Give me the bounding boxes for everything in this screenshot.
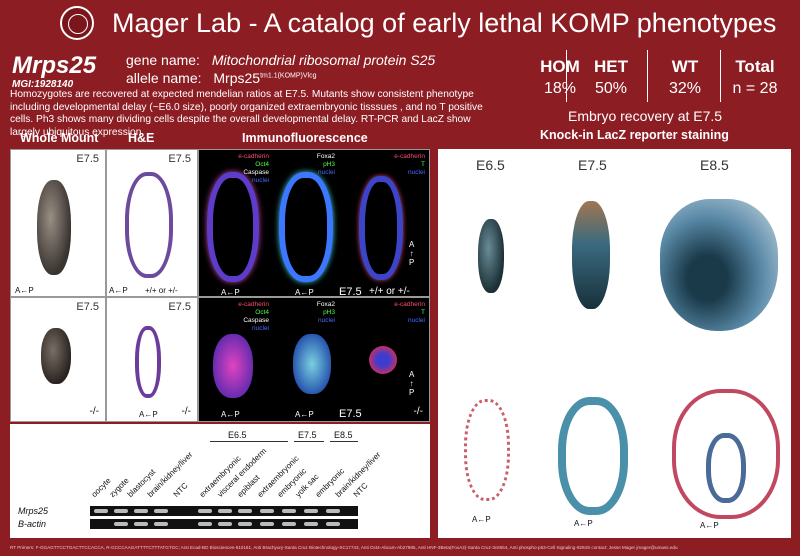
image-panel: E7.5 A←P E7.5 A←P +/+ or +/- e-cadherin … bbox=[10, 149, 430, 422]
stain-legend: Foxa2 pH3 nuclei bbox=[316, 301, 335, 324]
if-title: Immunofluorescence bbox=[242, 131, 368, 145]
stat-divider bbox=[647, 50, 648, 102]
lacz-embryo-e75 bbox=[572, 201, 610, 309]
lacz-stage-label: E6.5 bbox=[476, 157, 505, 173]
if-wt-image: e-cadherin Oct4 Caspase nuclei Foxa2 pH3… bbox=[198, 149, 430, 298]
phenotype-summary: Homozygotes are recovered at expected me… bbox=[10, 89, 483, 138]
stage-divider bbox=[210, 441, 288, 442]
embryo-section-icon bbox=[359, 176, 403, 280]
stat-total-value: n = 28 bbox=[732, 80, 778, 97]
university-seal-icon bbox=[60, 6, 94, 40]
stat-hom-value: 18% bbox=[543, 80, 577, 97]
lacz-section-e75 bbox=[558, 397, 628, 515]
gel-strip-mrps25 bbox=[90, 506, 358, 516]
lacz-section-e85 bbox=[672, 389, 780, 519]
embryo-section-icon bbox=[293, 334, 331, 394]
embryo-icon bbox=[41, 328, 71, 384]
page-title: Mager Lab - A catalog of early lethal KO… bbox=[112, 8, 777, 38]
rtpcr-gel-panel: E6.5 E7.5 E8.5 oocyte zygote blastocyst bra… bbox=[10, 424, 430, 538]
embryo-section-icon bbox=[279, 172, 333, 282]
footer-references: RT Primers: F-GGAGTTCCTGACTTCCACCA, R-GC… bbox=[10, 545, 678, 550]
whole-mount-title: Whole Mount bbox=[20, 131, 99, 145]
lacz-embryo-e85 bbox=[660, 199, 778, 331]
gene-name-value: Mitochondrial ribosomal protein S25 bbox=[211, 52, 436, 68]
lacz-embryo-e65 bbox=[478, 219, 504, 293]
embryo-section-icon bbox=[207, 172, 259, 282]
stat-divider bbox=[720, 50, 721, 102]
gene-name-row: gene name: Mitochondrial ribosomal prote… bbox=[126, 52, 435, 68]
he-hom-image: E7.5 A←P -/- bbox=[106, 297, 198, 422]
gel-stage-header: E6.5 bbox=[228, 430, 247, 440]
embryo-icon bbox=[37, 180, 71, 275]
section-outline-icon bbox=[135, 326, 161, 398]
lacz-title: Knock-in LacZ reporter staining bbox=[540, 128, 729, 142]
allele-name-value: Mrps25tm1.1(KOMP)Vlcg bbox=[213, 70, 317, 86]
stage-divider bbox=[294, 441, 324, 442]
stain-legend: e-cadherin Oct4 Caspase nuclei bbox=[238, 153, 269, 184]
whole-mount-hom-image: E7.5 -/- bbox=[10, 297, 106, 422]
if-hom-image: e-cadherin Oct4 Caspase nuclei Foxa2 pH3… bbox=[198, 297, 430, 422]
stain-legend: e-cadherin T nuclei bbox=[394, 301, 425, 324]
stat-wt-value: 32% bbox=[668, 80, 702, 97]
gel-lane-label: NTC bbox=[171, 481, 190, 499]
gel-strip-bactin bbox=[90, 519, 358, 529]
axis-label: A←P bbox=[472, 515, 491, 524]
he-title: H&E bbox=[128, 131, 155, 145]
mgi-id: MGI:1928140 bbox=[12, 79, 74, 90]
gel-stage-header: E8.5 bbox=[334, 430, 353, 440]
stat-het-header: HET bbox=[594, 57, 628, 76]
embryo-section-icon bbox=[369, 346, 397, 374]
stage-divider bbox=[330, 441, 358, 442]
recovery-caption: Embryo recovery at E7.5 bbox=[568, 108, 723, 124]
allele-name-row: allele name: Mrps25tm1.1(KOMP)Vlcg bbox=[126, 70, 316, 86]
axis-label: A←P bbox=[700, 521, 719, 530]
gel-stage-header: E7.5 bbox=[298, 430, 317, 440]
gene-symbol: Mrps25 bbox=[12, 52, 97, 79]
lacz-panel: E6.5 E7.5 E8.5 A←P A←P A←P bbox=[438, 149, 791, 538]
axis-label: A←P bbox=[574, 519, 593, 528]
gel-lane-label: oocyte bbox=[89, 475, 113, 499]
stat-total-header: Total bbox=[735, 57, 775, 76]
embryo-section-icon bbox=[213, 334, 253, 398]
stat-het-value: 50% bbox=[594, 80, 628, 97]
stat-divider bbox=[566, 50, 567, 102]
lacz-stage-label: E8.5 bbox=[700, 157, 729, 173]
whole-mount-wt-image: E7.5 A←P bbox=[10, 149, 106, 297]
stain-legend: e-cadherin Oct4 Caspase nuclei bbox=[238, 301, 269, 332]
stain-legend: Foxa2 pH3 nuclei bbox=[316, 153, 335, 176]
gel-row-label: Mrps25 bbox=[18, 506, 49, 516]
stat-wt-header: WT bbox=[671, 57, 699, 76]
stat-hom-header: HOM bbox=[540, 57, 580, 76]
lacz-stage-label: E7.5 bbox=[578, 157, 607, 173]
gene-name-label: gene name: bbox=[126, 52, 200, 68]
he-wt-image: E7.5 A←P +/+ or +/- bbox=[106, 149, 198, 297]
allele-name-label: allele name: bbox=[126, 70, 202, 86]
section-outline-icon bbox=[125, 172, 173, 278]
lacz-section-e65 bbox=[464, 399, 510, 501]
stain-legend: e-cadherin T nuclei bbox=[394, 153, 425, 176]
gel-row-label: B-actin bbox=[18, 519, 47, 529]
